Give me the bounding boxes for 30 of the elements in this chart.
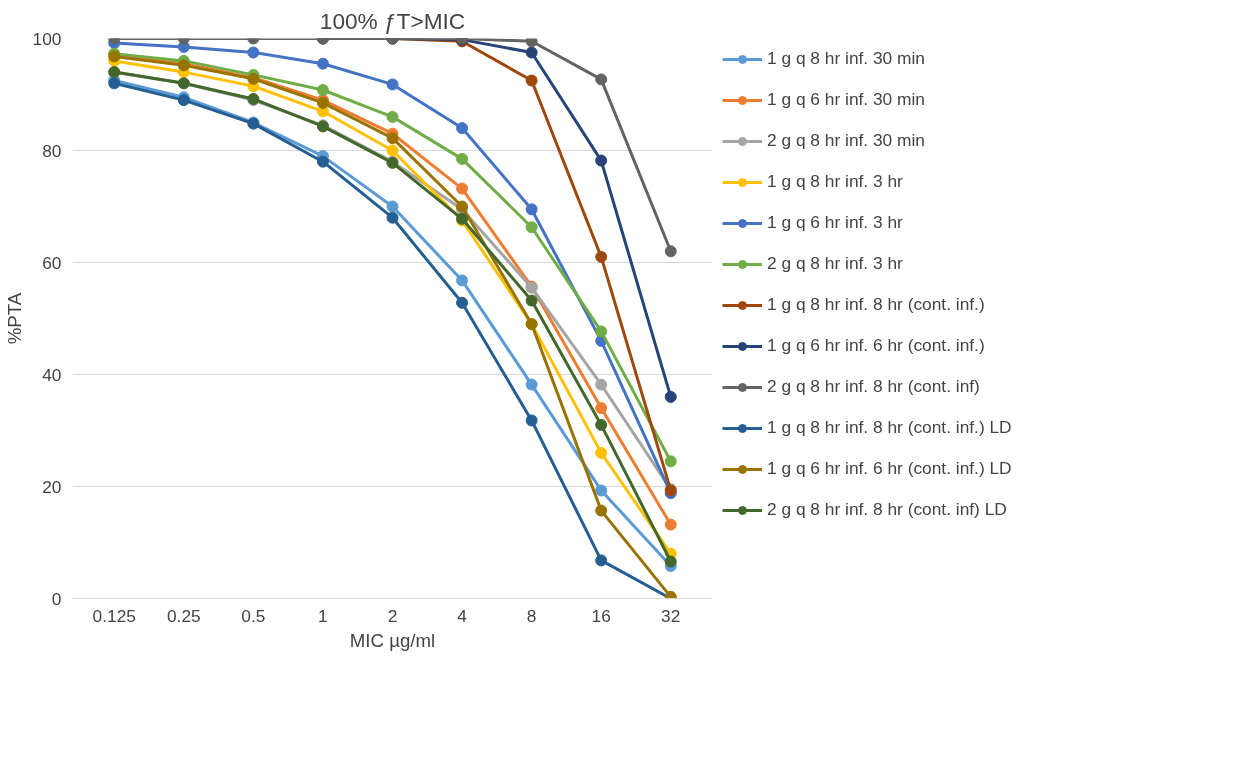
legend-label: 2 g q 8 hr inf. 8 hr (cont. inf) — [767, 376, 980, 397]
x-tick-label: 8 — [526, 605, 537, 626]
legend-label: 1 g q 8 hr inf. 8 hr (cont. inf.) — [767, 294, 985, 315]
x-tick-label: 32 — [661, 605, 681, 626]
y-axis-title: %PTA — [3, 292, 25, 345]
x-axis-title: MIC µg/ml — [349, 629, 436, 651]
y-tick-label: 40 — [42, 364, 62, 385]
legend-label: 1 g q 6 hr inf. 30 min — [767, 89, 925, 110]
x-tick-label: 2 — [387, 605, 398, 626]
legend-label: 1 g q 6 hr inf. 3 hr — [767, 212, 903, 233]
y-tick-label: 20 — [42, 476, 62, 497]
legend-label: 2 g q 8 hr inf. 8 hr (cont. inf) LD — [767, 499, 1007, 520]
legend-label: 1 g q 8 hr inf. 3 hr — [767, 171, 903, 192]
y-tick-label: 80 — [42, 140, 62, 161]
x-tick-label: 0.25 — [166, 605, 201, 626]
legend-label: 1 g q 6 hr inf. 6 hr (cont. inf.) — [767, 335, 985, 356]
legend-label: 2 g q 8 hr inf. 3 hr — [767, 253, 903, 274]
chart-title: 100% ƒT>MIC — [319, 7, 466, 34]
y-tick-label: 100 — [32, 28, 62, 49]
x-tick-label: 0.5 — [241, 605, 266, 626]
legend-label: 1 g q 8 hr inf. 30 min — [767, 48, 925, 69]
legend-label: 1 g q 8 hr inf. 8 hr (cont. inf.) LD — [767, 417, 1012, 438]
y-tick-label: 0 — [51, 588, 62, 609]
x-tick-label: 1 — [318, 605, 328, 626]
y-tick-label: 60 — [42, 252, 62, 273]
x-tick-label: 4 — [457, 605, 468, 626]
legend-label: 2 g q 8 hr inf. 30 min — [767, 130, 925, 151]
legend-label: 1 g q 6 hr inf. 6 hr (cont. inf.) LD — [767, 458, 1012, 479]
x-tick-label: 16 — [591, 605, 611, 626]
x-tick-label: 0.125 — [92, 605, 136, 626]
